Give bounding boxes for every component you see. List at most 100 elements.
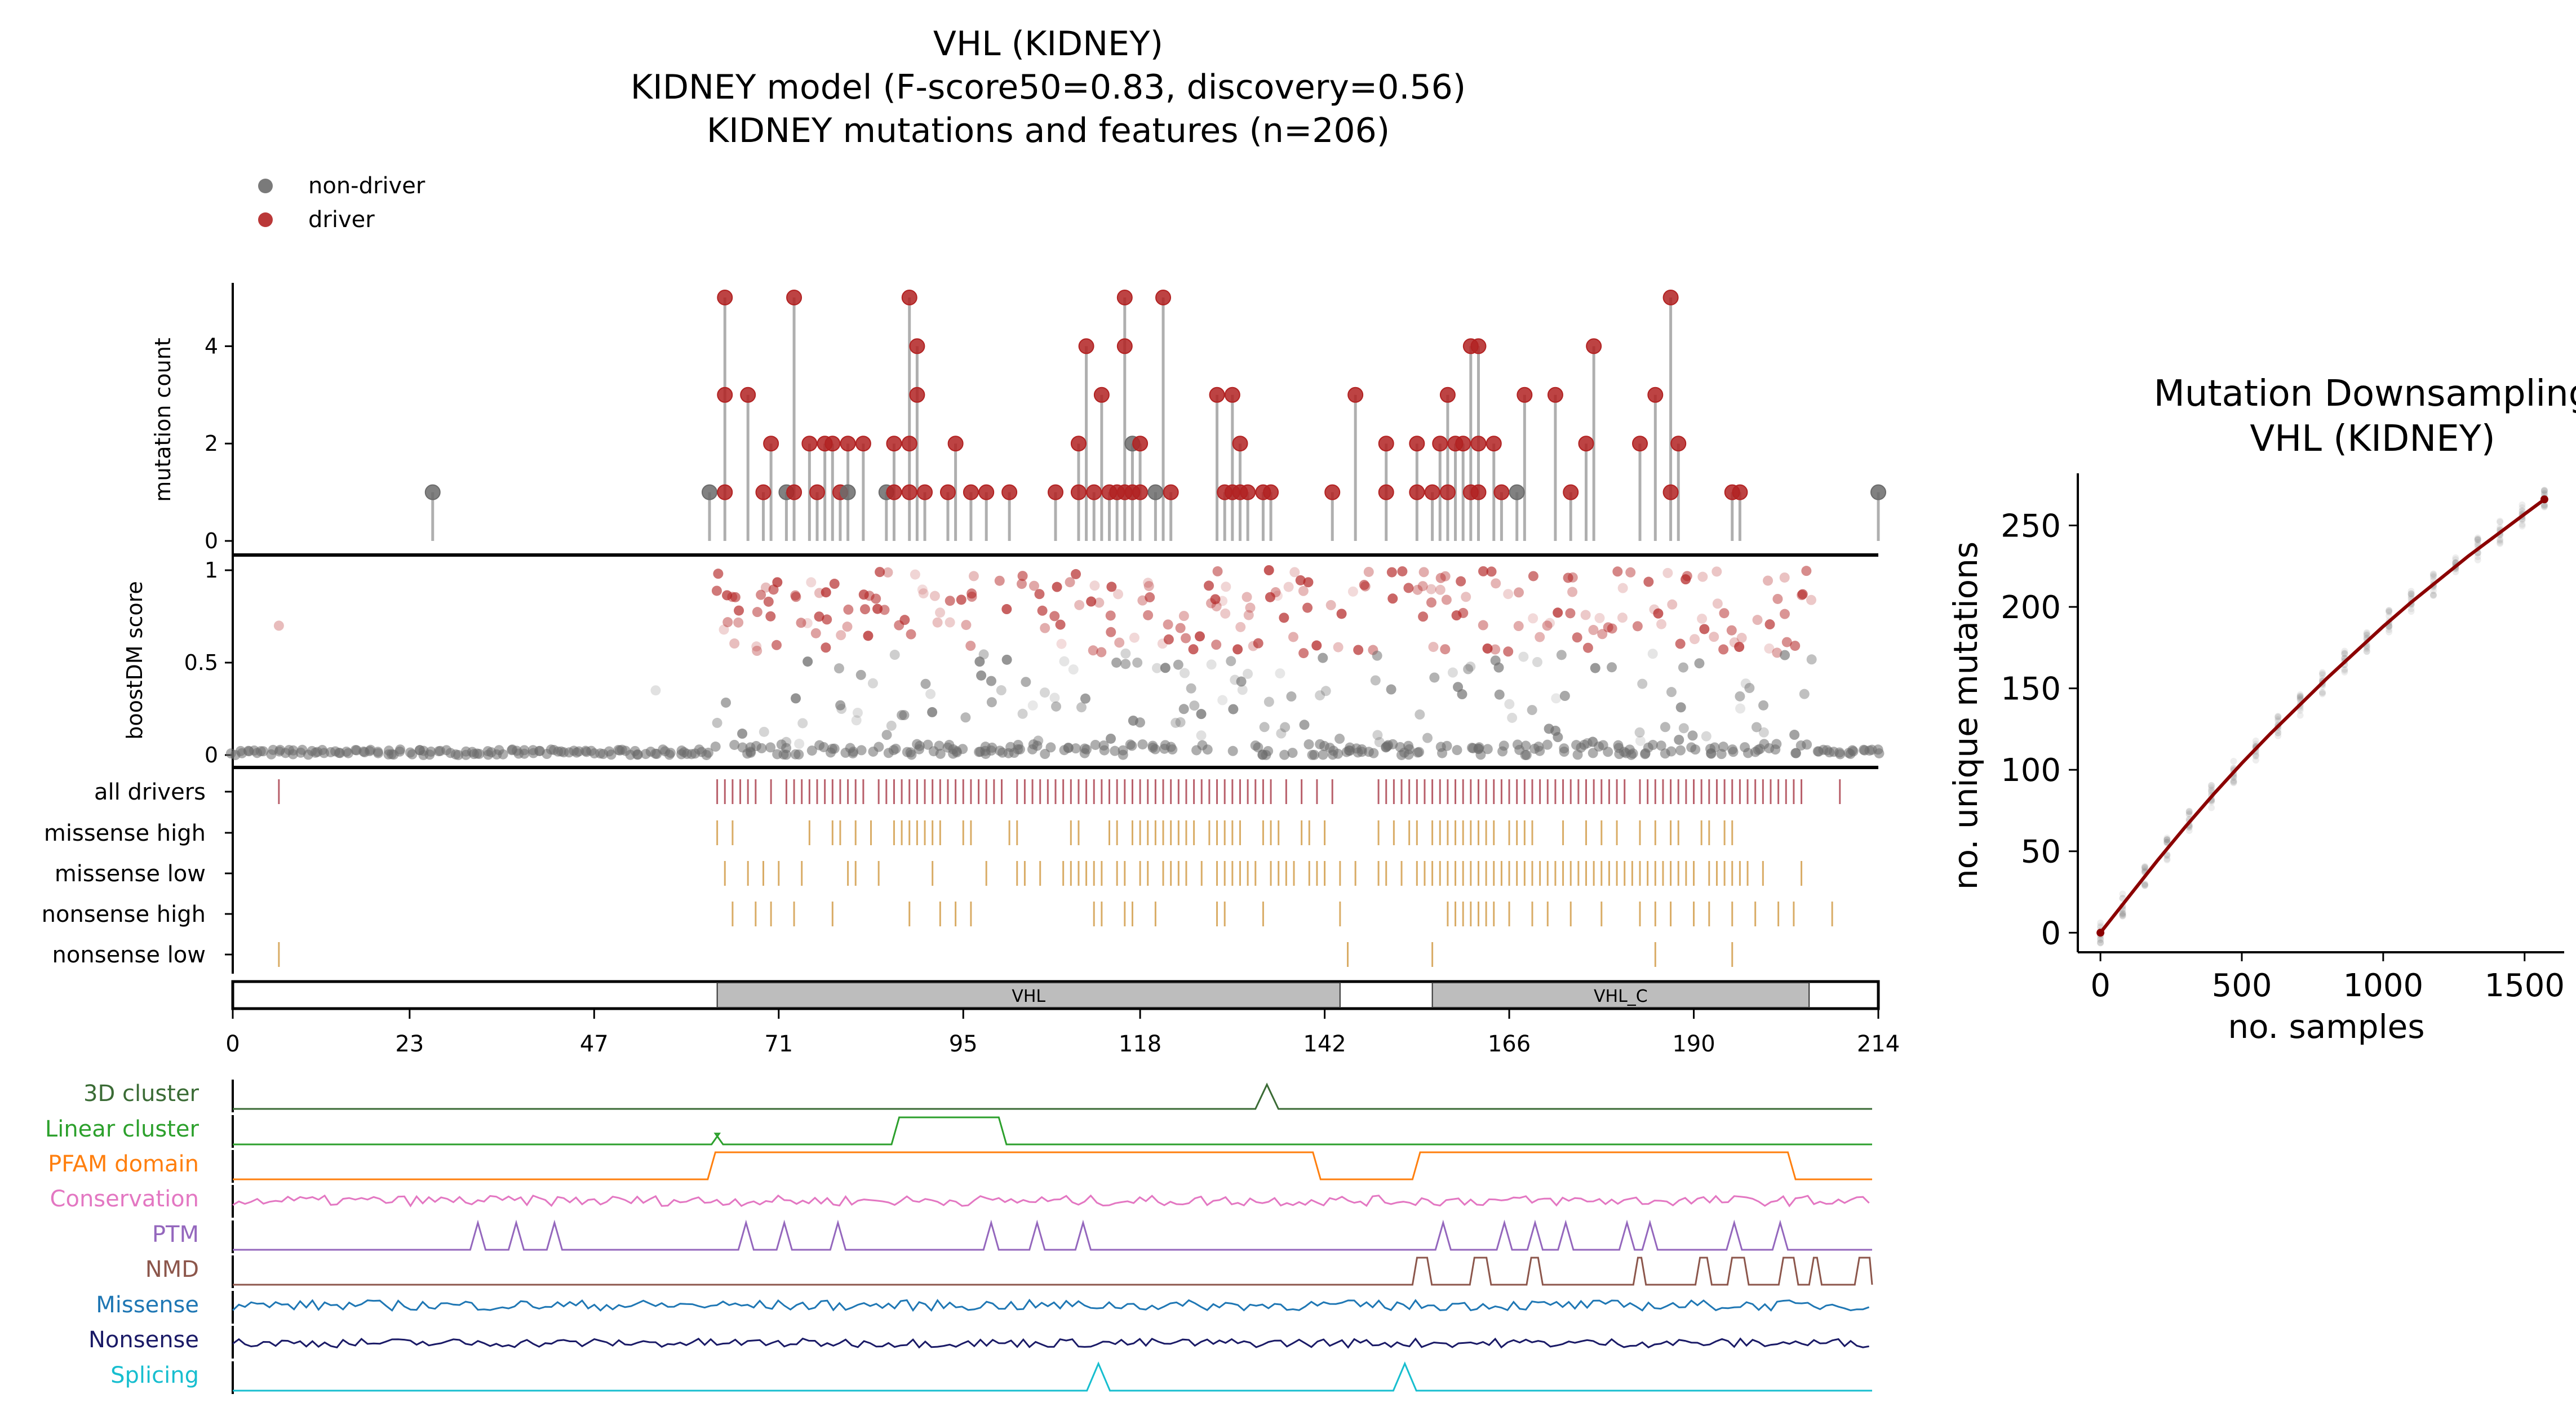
feature-line	[232, 1194, 1870, 1208]
feature-label: Splicing	[110, 1362, 199, 1388]
downsampling-replicate-point	[2540, 503, 2548, 510]
boostdm-point	[960, 712, 971, 723]
downsampling-replicate-point	[2252, 752, 2259, 760]
boostdm-driver-point	[1719, 608, 1730, 619]
driver-point	[717, 290, 733, 305]
boostdm-point	[1603, 747, 1613, 757]
feature-line	[233, 1257, 1873, 1286]
boostdm-driver-point	[1386, 567, 1397, 578]
boostdm-point	[1751, 722, 1762, 733]
driver-point	[763, 436, 779, 452]
downsampling-replicate-point	[2163, 838, 2171, 846]
downsampling-replicate-point	[2363, 643, 2370, 651]
boostdm-driver-point	[1763, 575, 1774, 586]
driver-point	[786, 290, 802, 305]
boostdm-point	[1395, 742, 1406, 752]
boostdm-point	[729, 739, 740, 750]
mutation-count-stems	[431, 298, 1880, 541]
driver-point	[1232, 436, 1248, 452]
boostdm-driver-point	[1456, 576, 1466, 587]
boostdm-driver-point	[1612, 566, 1623, 577]
boostdm-point	[474, 748, 485, 759]
boostdm-driver-point	[791, 592, 801, 602]
downsampling-replicate-point	[2386, 607, 2393, 614]
boostdm-point	[694, 744, 704, 755]
boostdm-point	[1110, 745, 1120, 756]
domain-label: VHL	[1012, 987, 1045, 1006]
downsampling-replicate-point	[2452, 568, 2459, 575]
boostdm-point	[266, 749, 277, 760]
boostdm-point	[1740, 678, 1751, 689]
downsampling-replicate-point	[2119, 890, 2126, 898]
downsampling-y-tick-label: 50	[2021, 834, 2061, 871]
boostdm-driver-point	[1478, 566, 1489, 576]
downsampling-replicate-point	[2452, 556, 2459, 563]
boostdm-point	[425, 746, 436, 757]
boostdm-driver-point	[875, 567, 885, 578]
mutation-count-panel: mutation count 0 2 4	[150, 283, 1886, 555]
downsampling-replicate-point	[2097, 936, 2104, 943]
boostdm-point	[1744, 682, 1755, 693]
title-line-1: VHL (KIDNEY)	[933, 24, 1163, 64]
boostdm-driver-point	[1779, 572, 1790, 583]
downsampling-replicate-point	[2341, 647, 2348, 655]
driver-point	[1132, 484, 1149, 500]
boostdm-point	[1675, 745, 1686, 756]
downsampling-replicate-point	[2230, 776, 2237, 784]
boostdm-driver-point	[1553, 607, 1563, 618]
driver-point	[947, 436, 964, 452]
boostdm-driver-point	[1734, 642, 1745, 652]
boostdm-driver-point	[1311, 640, 1322, 651]
boostdm-point	[1180, 668, 1190, 678]
boostdm-point	[1175, 717, 1186, 727]
boostdm-point	[1701, 731, 1712, 742]
boostdm-point	[1386, 684, 1396, 695]
boostdm-driver-point	[1204, 580, 1214, 591]
boostdm-point	[1647, 740, 1658, 751]
boostdm-driver-point	[956, 594, 966, 605]
boostdm-driver-point	[1113, 589, 1124, 600]
downsampling-replicate-point	[2429, 574, 2437, 581]
downsampling-replicate-point	[2319, 671, 2326, 678]
boostdm-driver-point	[719, 624, 729, 635]
downsampling-replicate-point	[2097, 939, 2104, 947]
feature-label: Missense	[96, 1292, 199, 1318]
boostdm-driver-point	[1542, 620, 1553, 631]
boostdm-driver-point	[1055, 619, 1066, 630]
boostdm-driver-point	[1625, 567, 1636, 578]
downsampling-replicate-point	[2497, 539, 2504, 546]
boostdm-driver-point	[1478, 620, 1488, 631]
boostdm-driver-point	[1565, 608, 1576, 619]
downsampling-replicate-point	[2519, 507, 2526, 514]
downsampling-replicate-point	[2474, 536, 2481, 543]
boostdm-point	[1217, 695, 1228, 705]
driver-point	[801, 436, 818, 452]
downsampling-replicate-point	[2185, 827, 2193, 834]
driver-point	[1470, 436, 1487, 452]
boostdm-driver-point	[1482, 643, 1493, 654]
boostdm-point	[1250, 740, 1261, 751]
downsampling-replicate-point	[2386, 608, 2393, 615]
boostdm-driver-point	[863, 631, 874, 641]
boostdm-point	[1874, 748, 1885, 758]
downsampling-replicate-point	[2407, 591, 2415, 598]
boostdm-point	[1279, 749, 1290, 760]
boostdm-point	[818, 742, 829, 752]
downsampling-replicate-point	[2163, 834, 2171, 842]
boostdm-point	[802, 656, 813, 667]
downsampling-replicate-point	[2185, 807, 2193, 815]
feature-label: NMD	[145, 1257, 199, 1282]
boostdm-point	[1059, 656, 1070, 667]
driver-point	[1647, 387, 1664, 403]
downsampling-replicate-point	[2097, 922, 2104, 930]
x-tick-label: 118	[1119, 1031, 1161, 1057]
boostdm-point	[1051, 701, 1062, 712]
boostdm-point	[1320, 686, 1331, 696]
boostdm-point	[1847, 745, 1857, 756]
boostdm-point	[855, 669, 866, 680]
downsampling-replicate-point	[2429, 591, 2437, 598]
boostdm-score-panel: boostDM score 00.51	[122, 555, 1885, 767]
downsampling-replicate-point	[2230, 779, 2237, 787]
boostdm-point	[1127, 740, 1137, 751]
downsampling-replicate-point	[2474, 535, 2481, 543]
